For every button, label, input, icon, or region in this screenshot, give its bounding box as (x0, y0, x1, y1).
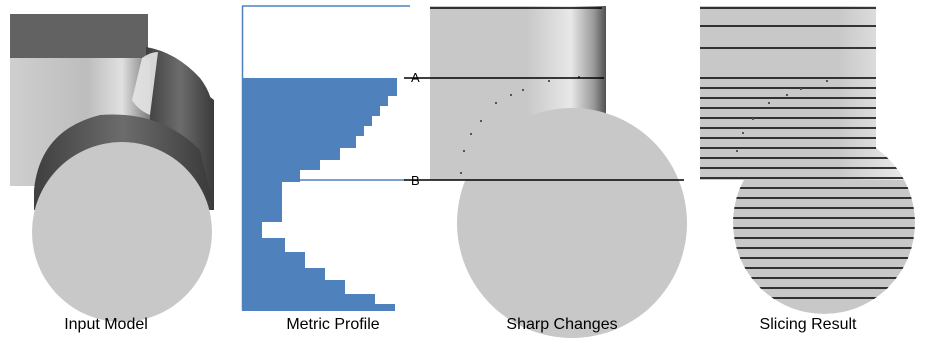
caption-sharp-changes: Sharp Changes (506, 316, 618, 333)
marker-b: B (411, 173, 420, 188)
input-model-render (10, 14, 214, 322)
caption-metric-profile: Metric Profile (286, 316, 380, 333)
slicing-result-render (700, 6, 915, 314)
metric-profile-area (242, 78, 410, 311)
caption-input-model: Input Model (64, 316, 148, 333)
marker-a: A (411, 70, 420, 85)
caption-slicing-result: Slicing Result (759, 316, 857, 333)
metric-profile-chart (241, 5, 410, 311)
sharp-changes-render: A B (404, 6, 687, 338)
